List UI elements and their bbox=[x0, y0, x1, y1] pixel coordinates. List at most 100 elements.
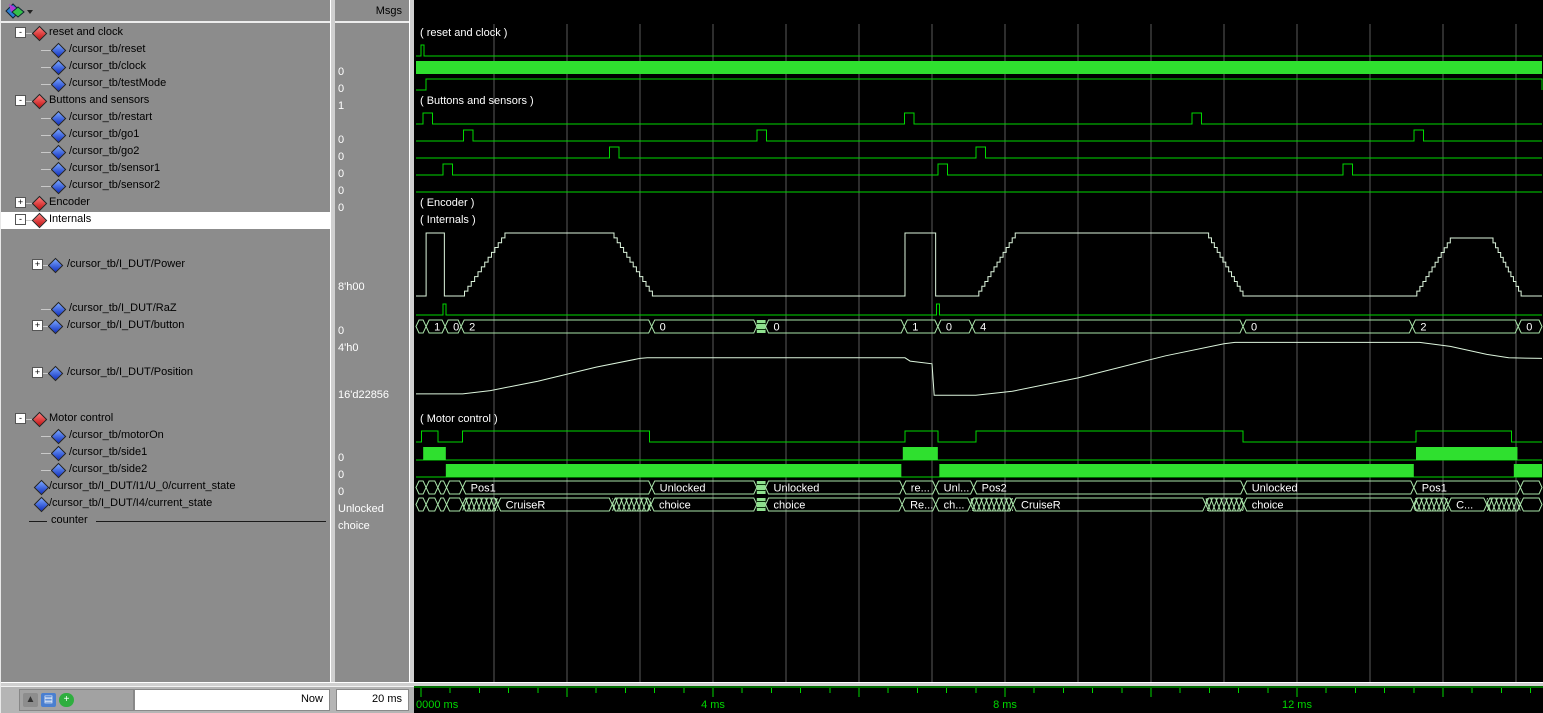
tree-signal-Power[interactable]: + /cursor_tb/I_DUT/Power bbox=[1, 229, 330, 301]
svg-text:Unlocked: Unlocked bbox=[774, 483, 820, 495]
wave-row bbox=[416, 341, 1543, 396]
collapse-icon[interactable]: - bbox=[15, 214, 26, 225]
wave-group-label: ( Buttons and sensors ) bbox=[420, 95, 534, 107]
svg-text:0: 0 bbox=[946, 322, 952, 334]
signal-diamond-icon bbox=[33, 496, 50, 513]
svg-text:re...: re... bbox=[911, 483, 930, 495]
tree-signal-sensor1[interactable]: /cursor_tb/sensor1 bbox=[1, 161, 330, 178]
wave-group-label: ( Encoder ) bbox=[420, 197, 475, 209]
expand-icon[interactable]: + bbox=[15, 197, 26, 208]
signal-label: /cursor_tb/go2 bbox=[69, 145, 140, 157]
tree-signal-side1[interactable]: /cursor_tb/side1 bbox=[1, 445, 330, 462]
horizontal-splitter[interactable] bbox=[1, 682, 1543, 686]
svg-text:4: 4 bbox=[980, 322, 986, 334]
signal-value: 1 bbox=[338, 100, 345, 112]
group-diamond-icon bbox=[31, 212, 48, 229]
cursor-add-icon[interactable]: ▲ bbox=[23, 693, 38, 707]
signal-label: /cursor_tb/side2 bbox=[69, 463, 148, 475]
tree-group-encoder[interactable]: + Encoder bbox=[1, 195, 330, 212]
svg-text:choice: choice bbox=[1252, 500, 1284, 512]
tree-msgs-splitter[interactable] bbox=[330, 0, 335, 686]
svg-text:Unlocked: Unlocked bbox=[1252, 483, 1298, 495]
tree-divider-counter[interactable]: counter bbox=[1, 513, 330, 530]
tree-signal-motorOn[interactable]: /cursor_tb/motorOn bbox=[1, 428, 330, 445]
tree-group-buttons-and-sensors[interactable]: - Buttons and sensors bbox=[1, 93, 330, 110]
signal-label: /cursor_tb/restart bbox=[69, 111, 153, 123]
svg-text:12 ms: 12 ms bbox=[1282, 699, 1312, 711]
signal-value: 0 bbox=[338, 66, 345, 78]
tree-signal-sensor2[interactable]: /cursor_tb/sensor2 bbox=[1, 178, 330, 195]
add-wave-icon[interactable]: + bbox=[59, 693, 74, 707]
svg-text:4 ms: 4 ms bbox=[701, 699, 725, 711]
wave-window-icon[interactable] bbox=[5, 3, 35, 20]
svg-text:Unlocked: Unlocked bbox=[660, 483, 706, 495]
signal-diamond-icon bbox=[47, 318, 64, 335]
group-diamond-icon bbox=[31, 195, 48, 212]
group-label: Buttons and sensors bbox=[49, 94, 150, 106]
msgs-wave-splitter[interactable] bbox=[409, 0, 414, 686]
wave-row bbox=[416, 232, 1542, 297]
tree-signal-go1[interactable]: /cursor_tb/go1 bbox=[1, 127, 330, 144]
tree-signal-Position[interactable]: + /cursor_tb/I_DUT/Position bbox=[1, 335, 330, 411]
tree-signal-restart[interactable]: /cursor_tb/restart bbox=[1, 110, 330, 127]
svg-text:1: 1 bbox=[434, 322, 440, 334]
signal-diamond-icon bbox=[50, 428, 67, 445]
signal-diamond-icon bbox=[50, 301, 67, 318]
timeline[interactable]: 0000 ms 4 ms 8 ms 12 ms bbox=[414, 686, 1543, 713]
tree-group-internals[interactable]: - Internals bbox=[1, 212, 330, 229]
collapse-icon[interactable]: - bbox=[15, 27, 26, 38]
svg-text:choice: choice bbox=[774, 500, 806, 512]
tree-signal-clock[interactable]: /cursor_tb/clock bbox=[1, 59, 330, 76]
wave-row bbox=[416, 112, 1542, 125]
svg-text:Re...: Re... bbox=[910, 500, 933, 512]
group-label: Internals bbox=[49, 213, 92, 225]
tree-signal-testMode[interactable]: /cursor_tb/testMode bbox=[1, 76, 330, 93]
group-diamond-icon bbox=[31, 93, 48, 110]
tree-signal-go2[interactable]: /cursor_tb/go2 bbox=[1, 144, 330, 161]
svg-text:0: 0 bbox=[774, 322, 780, 334]
divider-label: counter bbox=[51, 514, 88, 526]
tree-group-motor-control[interactable]: - Motor control bbox=[1, 411, 330, 428]
wave-row bbox=[416, 303, 1542, 316]
collapse-icon[interactable]: - bbox=[15, 95, 26, 106]
signal-diamond-icon bbox=[50, 110, 67, 127]
tree-signal-RaZ[interactable]: /cursor_tb/I_DUT/RaZ bbox=[1, 301, 330, 318]
signal-label: /cursor_tb/sensor1 bbox=[69, 162, 161, 174]
expand-icon[interactable]: + bbox=[32, 320, 43, 331]
svg-text:CruiseR: CruiseR bbox=[506, 500, 546, 512]
wave-row: Pos1 Unlocked Unlocked re... Unl... Pos2 Unloc… bbox=[415, 480, 1543, 495]
collapse-icon[interactable]: - bbox=[15, 413, 26, 424]
now-time-value: 20 ms bbox=[336, 689, 409, 711]
signal-label: /cursor_tb/testMode bbox=[69, 77, 167, 89]
signal-diamond-icon bbox=[50, 178, 67, 195]
expand-icon[interactable]: + bbox=[32, 259, 43, 270]
signal-diamond-icon bbox=[33, 479, 50, 496]
signal-diamond-icon bbox=[50, 462, 67, 479]
expand-icon[interactable]: + bbox=[32, 367, 43, 378]
tree-signal-current_state[interactable]: /cursor_tb/I_DUT/I1/U_0/current_state bbox=[1, 479, 330, 496]
wave-row bbox=[416, 464, 1542, 478]
msgs-panel: 0 0 1 0 0 0 0 0 8'h00 0 4'h0 16'd22856 0 0 0 Unlocked ch… bbox=[335, 23, 409, 682]
tree-signal-reset[interactable]: /cursor_tb/reset bbox=[1, 42, 330, 59]
wave-header: Msgs bbox=[1, 0, 414, 23]
svg-text:Unl...: Unl... bbox=[944, 483, 970, 495]
signal-value: 0 bbox=[338, 452, 345, 464]
tree-signal-button[interactable]: + /cursor_tb/I_DUT/button bbox=[1, 318, 330, 335]
signal-value: 0 bbox=[338, 486, 345, 498]
signal-value: choice bbox=[338, 520, 370, 532]
group-diamond-icon bbox=[31, 25, 48, 42]
tree-group-reset-and-clock[interactable]: - reset and clock bbox=[1, 25, 330, 42]
tree-signal-side2[interactable]: /cursor_tb/side2 bbox=[1, 462, 330, 479]
svg-text:0: 0 bbox=[660, 322, 666, 334]
waveform-canvas[interactable]: 1 0 2 0 0 1 0 4 0 2 0 Pos1 Unlocked Unlocked re... Unl.… bbox=[414, 0, 1543, 686]
signal-value: 0 bbox=[338, 185, 345, 197]
signal-label: /cursor_tb/motorOn bbox=[69, 429, 164, 441]
svg-text:Pos1: Pos1 bbox=[1422, 483, 1447, 495]
group-diamond-icon bbox=[31, 411, 48, 428]
svg-text:1: 1 bbox=[912, 322, 918, 334]
svg-text:8 ms: 8 ms bbox=[993, 699, 1017, 711]
tree-signal-current_state[interactable]: /cursor_tb/I_DUT/I4/current_state bbox=[1, 496, 330, 513]
console-icon[interactable]: ▤ bbox=[41, 693, 56, 707]
wave-row bbox=[416, 146, 1542, 159]
